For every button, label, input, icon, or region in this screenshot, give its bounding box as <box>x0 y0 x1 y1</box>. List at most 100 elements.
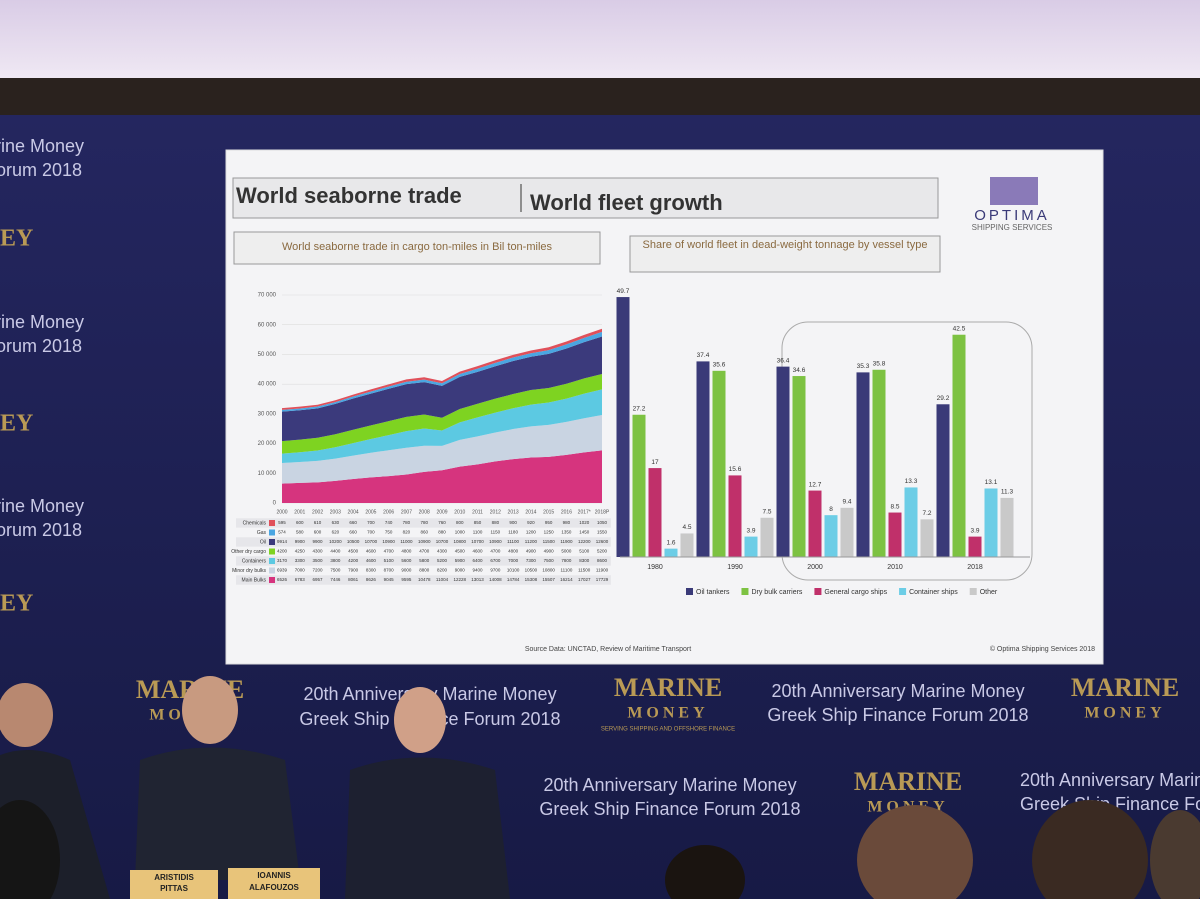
slide-title: World fleet growth <box>530 190 723 215</box>
bar <box>808 490 822 557</box>
x-tick-label: 2007 <box>401 509 412 515</box>
bar <box>856 372 870 557</box>
bar <box>760 517 774 557</box>
table-cell: 9914 <box>277 539 288 544</box>
table-cell: 660 <box>349 530 357 535</box>
x-tick-label: 2000 <box>807 564 823 571</box>
banner-text: 20th Anniversary Marine Money <box>543 775 796 795</box>
legend-label: Oil tankers <box>696 589 730 596</box>
table-row <box>236 575 611 585</box>
area <box>282 336 602 442</box>
bar <box>888 512 902 557</box>
data-label: 15.6 <box>729 466 742 473</box>
table-cell: 11900 <box>596 568 609 573</box>
y-tick-label: 30 000 <box>258 411 277 417</box>
data-label: 17 <box>651 459 659 466</box>
legend-label: Other <box>980 589 998 596</box>
bar <box>696 361 710 557</box>
table-cell: 11500 <box>578 568 591 573</box>
table-cell: 780 <box>403 520 411 525</box>
table-cell: 800 <box>456 520 464 525</box>
table-cell: 5600 <box>401 558 412 563</box>
copyright: © Optima Shipping Services 2018 <box>990 645 1095 653</box>
table-cell: 1180 <box>508 530 518 535</box>
bar <box>664 548 678 557</box>
banner-text: 20th Anniversary Marine Money <box>1020 770 1200 790</box>
x-tick-label: 2008 <box>419 509 430 515</box>
table-cell: 4600 <box>366 558 377 563</box>
table-cell: 1450 <box>579 530 590 535</box>
table-cell: 7300 <box>526 558 537 563</box>
table-cell: 1150 <box>490 530 500 535</box>
bar <box>648 468 662 557</box>
table-cell: 780 <box>420 520 428 525</box>
table-cell: 610 <box>314 520 322 525</box>
table-cell: 1250 <box>544 530 555 535</box>
area <box>282 373 602 454</box>
brand: MONEY <box>627 705 708 722</box>
legend-swatch <box>269 520 275 526</box>
banner-text: Marine Money <box>0 136 84 156</box>
table-cell: 11900 <box>560 539 573 544</box>
data-label: 27.2 <box>633 405 646 412</box>
table-cell: 17027 <box>578 577 591 582</box>
table-cell: 10700 <box>436 539 449 544</box>
data-label: 29.2 <box>937 395 950 402</box>
data-label: 7.5 <box>762 508 771 515</box>
bar <box>728 475 742 557</box>
slide-title: World seaborne trade <box>236 183 462 208</box>
x-tick-label: 2010 <box>887 564 903 571</box>
table-cell: 3170 <box>277 558 288 563</box>
chart-title: Share of world fleet in dead-weight tonn… <box>642 239 928 251</box>
brand: MONEY <box>1084 705 1165 722</box>
legend-label: Dry bulk carriers <box>751 589 802 596</box>
table-cell: 5200 <box>437 558 448 563</box>
source: Source Data: UNCTAD, Review of Maritime … <box>525 646 691 653</box>
table-cell: 7500 <box>330 568 341 573</box>
table-cell: 1350 <box>561 530 572 535</box>
table-cell: 11500 <box>543 539 556 544</box>
table-cell: 4300 <box>437 549 448 554</box>
table-cell: 850 <box>474 520 482 525</box>
data-label: 3.9 <box>970 527 979 534</box>
table-cell: 9595 <box>401 577 412 582</box>
name-plate <box>228 868 320 899</box>
table-cell: 574 <box>278 530 286 535</box>
bar <box>616 297 630 557</box>
table-cell: 5100 <box>579 549 590 554</box>
table-cell: 660 <box>349 520 357 525</box>
table-cell: 8300 <box>579 558 590 563</box>
subtitle-box <box>233 231 601 265</box>
side-logo: EY <box>0 226 33 252</box>
bar <box>984 488 998 557</box>
bar <box>712 370 726 557</box>
name-plate-text: PITTAS <box>160 884 189 893</box>
table-row <box>236 546 611 557</box>
table-cell: 5100 <box>384 558 395 563</box>
x-tick-label: 2000 <box>276 509 287 515</box>
banner-text: Marine Money <box>0 496 84 516</box>
table-cell: 10478 <box>418 577 431 582</box>
table-cell: 10700 <box>365 539 378 544</box>
table-cell: 12600 <box>596 539 609 544</box>
table-cell: 4250 <box>295 549 306 554</box>
bar <box>840 507 854 557</box>
table-cell: 8200 <box>437 568 448 573</box>
data-label: 49.7 <box>617 288 630 295</box>
table-cell: 5800 <box>419 558 430 563</box>
table-cell: 10100 <box>507 568 520 573</box>
table-cell: 600 <box>314 530 322 535</box>
x-tick-label: 1980 <box>647 564 663 571</box>
banner-text: Forum 2018 <box>0 520 82 540</box>
table-cell: 760 <box>438 520 446 525</box>
bar <box>744 536 758 557</box>
data-label: 7.2 <box>922 510 931 517</box>
table-cell: 4200 <box>348 558 359 563</box>
table-cell: 9900 <box>295 539 306 544</box>
banner-text: Greek Ship Finance Forum 2018 <box>539 799 800 819</box>
legend-label: Other dry cargo <box>231 549 266 555</box>
table-cell: 740 <box>385 520 393 525</box>
name-plate <box>130 870 218 899</box>
brand: MARINE <box>854 767 962 796</box>
bar <box>1000 497 1014 557</box>
